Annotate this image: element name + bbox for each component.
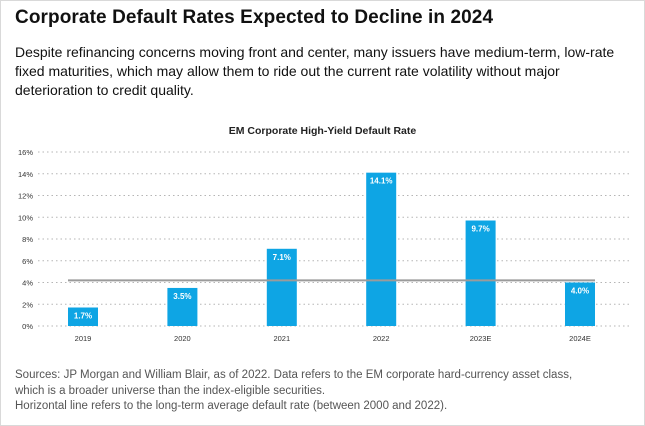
y-tick-label: 2% bbox=[22, 300, 33, 309]
chart-title: EM Corporate High-Yield Default Rate bbox=[228, 125, 417, 137]
page-subtitle: Despite refinancing concerns moving fron… bbox=[15, 44, 615, 98]
y-tick-label: 8% bbox=[22, 235, 33, 244]
x-tick-label: 2024E bbox=[569, 334, 591, 343]
y-tick-label: 6% bbox=[22, 257, 33, 266]
bar bbox=[465, 220, 496, 326]
bar bbox=[266, 248, 297, 326]
bar bbox=[366, 172, 397, 326]
data-label: 4.0% bbox=[571, 287, 589, 296]
data-label: 9.7% bbox=[471, 225, 489, 234]
data-label: 1.7% bbox=[74, 312, 92, 321]
x-tick-label: 2019 bbox=[75, 334, 92, 343]
data-label: 7.1% bbox=[273, 253, 291, 262]
reference-line-note: Horizontal line refers to the long-term … bbox=[15, 400, 448, 412]
sources-line: Sources: JP Morgan and William Blair, as… bbox=[15, 369, 573, 381]
y-tick-label: 14% bbox=[18, 170, 33, 179]
x-tick-label: 2020 bbox=[174, 334, 191, 343]
sources-line: which is a broader universe than the ind… bbox=[15, 384, 326, 397]
bar bbox=[167, 287, 198, 326]
bar bbox=[68, 307, 98, 326]
y-tick-label: 4% bbox=[22, 279, 33, 288]
data-label: 3.5% bbox=[173, 292, 191, 301]
x-tick-label: 2023E bbox=[470, 334, 492, 343]
y-tick-label: 0% bbox=[22, 322, 33, 331]
y-tick-label: 10% bbox=[18, 213, 33, 222]
x-tick-label: 2022 bbox=[373, 334, 390, 343]
x-tick-label: 2021 bbox=[273, 334, 290, 343]
data-label: 14.1% bbox=[370, 177, 393, 186]
y-tick-label: 12% bbox=[18, 192, 33, 201]
page-title: Corporate Default Rates Expected to Decl… bbox=[15, 7, 494, 28]
sources-note: Sources: JP Morgan and William Blair, as… bbox=[15, 368, 635, 415]
y-tick-label: 16% bbox=[18, 148, 33, 157]
bar bbox=[565, 282, 595, 326]
